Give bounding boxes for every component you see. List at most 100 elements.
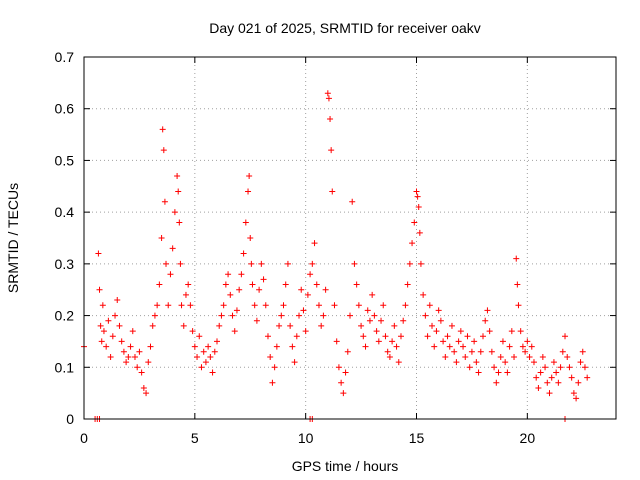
- data-point: [159, 126, 166, 133]
- data-point: [364, 307, 371, 314]
- data-point: [414, 193, 421, 200]
- data-point: [484, 307, 491, 314]
- data-point: [444, 333, 451, 340]
- data-point: [269, 379, 276, 386]
- data-point: [116, 322, 123, 329]
- data-point: [384, 348, 391, 355]
- data-point: [202, 359, 209, 366]
- data-point: [158, 235, 165, 241]
- data-point: [440, 338, 447, 345]
- data-point: [315, 302, 322, 309]
- data-point: [289, 343, 296, 350]
- data-point: [400, 317, 407, 324]
- data-point: [225, 271, 232, 278]
- data-point: [360, 333, 367, 340]
- data-point: [318, 322, 325, 329]
- data-point: [502, 359, 509, 366]
- data-point: [95, 250, 102, 257]
- data-point: [248, 260, 255, 267]
- data-point: [114, 297, 121, 304]
- data-point: [548, 374, 555, 381]
- data-point: [262, 302, 269, 309]
- y-tick-label: 0: [66, 411, 74, 427]
- data-point: [528, 343, 535, 350]
- data-point: [480, 333, 486, 340]
- data-point: [251, 302, 258, 309]
- y-tick-label: 0.3: [55, 256, 75, 272]
- data-point: [280, 302, 287, 309]
- data-point: [214, 338, 220, 345]
- data-point: [482, 317, 489, 324]
- y-axis-label: SRMTID / TECUs: [5, 183, 21, 293]
- data-points: [81, 90, 591, 422]
- data-point: [282, 281, 289, 288]
- data-point: [555, 379, 562, 386]
- data-point: [198, 364, 205, 371]
- data-point: [564, 353, 571, 360]
- data-point: [96, 286, 103, 293]
- data-point: [349, 198, 356, 205]
- data-point: [331, 302, 338, 309]
- data-point: [351, 260, 358, 267]
- data-point: [145, 359, 152, 366]
- data-point: [287, 322, 294, 329]
- data-point: [424, 333, 431, 340]
- data-point: [222, 281, 229, 288]
- data-point: [431, 343, 438, 350]
- data-point: [177, 260, 184, 267]
- data-point: [347, 312, 353, 319]
- data-point: [216, 322, 223, 329]
- data-point: [342, 369, 349, 376]
- data-point: [533, 374, 540, 381]
- data-point: [245, 188, 252, 195]
- data-point: [273, 343, 280, 350]
- data-point: [249, 281, 256, 288]
- data-point: [175, 188, 182, 195]
- data-point: [473, 359, 480, 366]
- data-point: [477, 348, 484, 355]
- y-tick-label: 0.4: [55, 204, 75, 220]
- data-point: [522, 348, 529, 355]
- data-point: [238, 271, 245, 278]
- data-point: [475, 369, 482, 376]
- data-point: [333, 338, 340, 345]
- data-point: [514, 281, 521, 288]
- data-point: [375, 338, 382, 345]
- data-point: [167, 271, 174, 278]
- data-point: [437, 317, 444, 324]
- data-point: [271, 364, 278, 371]
- data-point: [242, 219, 249, 226]
- data-point: [508, 328, 515, 335]
- data-point: [584, 374, 591, 381]
- data-point: [570, 390, 577, 397]
- data-point: [395, 359, 402, 366]
- data-point: [200, 348, 207, 355]
- data-point: [302, 328, 309, 335]
- data-point: [355, 302, 362, 309]
- data-point: [562, 333, 569, 340]
- data-point: [358, 322, 365, 329]
- data-point: [258, 260, 265, 267]
- data-point: [180, 322, 187, 329]
- data-point: [194, 353, 201, 360]
- data-point: [163, 260, 170, 267]
- data-point: [171, 209, 178, 216]
- data-point: [169, 245, 176, 252]
- y-tick-label: 0.6: [55, 101, 75, 117]
- data-point: [455, 338, 462, 345]
- data-point: [426, 302, 433, 309]
- data-point: [240, 250, 247, 257]
- data-point: [298, 286, 305, 293]
- data-point: [205, 343, 212, 350]
- y-tick-label: 0.1: [55, 359, 75, 375]
- data-point: [327, 116, 334, 123]
- data-point: [125, 353, 132, 360]
- data-point: [542, 364, 549, 371]
- data-point: [409, 240, 416, 247]
- data-point: [296, 312, 303, 319]
- data-point: [550, 359, 557, 366]
- data-point: [581, 364, 588, 371]
- data-point: [196, 333, 203, 340]
- data-point: [324, 90, 331, 97]
- data-point: [466, 364, 473, 371]
